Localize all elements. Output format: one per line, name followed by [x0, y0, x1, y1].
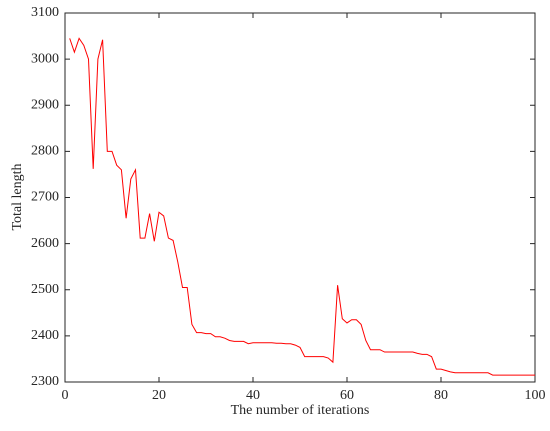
- y-tick-label: 2700: [31, 190, 59, 205]
- y-tick-label: 2800: [31, 144, 59, 159]
- y-tick-label: 3100: [31, 5, 59, 20]
- y-tick-label: 2900: [31, 97, 59, 112]
- x-axis-label: The number of iterations: [231, 403, 370, 418]
- x-tick-label: 40: [246, 388, 260, 403]
- y-tick-label: 2400: [31, 328, 59, 343]
- y-axis-label: Total length: [10, 163, 25, 230]
- x-tick-label: 80: [434, 388, 448, 403]
- x-tick-label: 60: [340, 388, 354, 403]
- x-tick-label: 0: [62, 388, 69, 403]
- data-line: [69, 37, 535, 376]
- x-tick-label: 20: [152, 388, 166, 403]
- y-tick-label: 2300: [31, 374, 59, 389]
- plot-frame: [64, 12, 536, 383]
- y-tick-label: 2500: [31, 282, 59, 297]
- y-tick-label: 2600: [31, 236, 59, 251]
- y-tick-label: 3000: [31, 51, 59, 66]
- x-tick-label: 100: [525, 388, 546, 403]
